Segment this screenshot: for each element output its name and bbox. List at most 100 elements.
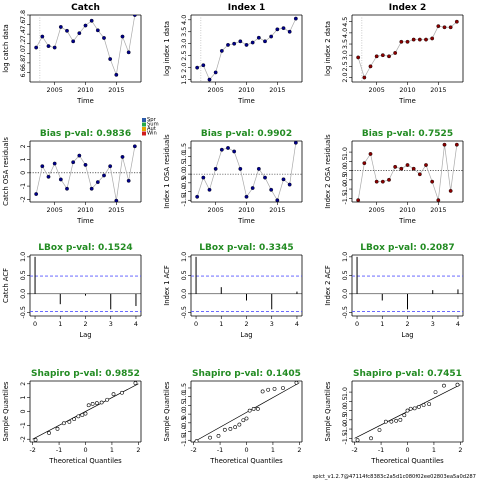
catch-data-xtick-label: 2015 <box>108 86 124 94</box>
catch-osa-legend-swatch <box>142 127 146 131</box>
index2-data-point <box>356 55 361 60</box>
index2-qq-xtick-label: -2 <box>351 446 357 454</box>
index1-data-point <box>281 26 286 31</box>
index2-data-panel: Index 2 2005 2010 2015 2.02.53.03.54.04.5 Tim… <box>324 3 464 105</box>
catch-osa-legend-label: Spr <box>147 117 157 123</box>
index1-data-ytick-label: 3.0 <box>180 39 188 49</box>
catch-data-point <box>34 45 39 50</box>
index2-data-point <box>393 51 398 55</box>
index2-osa-point <box>424 163 428 167</box>
catch-osa-point <box>95 180 100 185</box>
index2-acf-xlabel: Lag <box>401 331 413 339</box>
catch-qq-xlabel: Theoretical Quantiles <box>48 457 122 465</box>
catch-qq-point <box>55 426 60 431</box>
index1-osa-point <box>250 186 255 190</box>
index1-data-xtick-label: 2010 <box>238 86 254 94</box>
catch-qq-point <box>99 400 104 405</box>
index2-osa-point <box>417 172 422 177</box>
index1-qq-point <box>247 408 252 413</box>
index1-osa-point <box>213 166 218 171</box>
catch-data-point <box>132 15 137 17</box>
catch-acf-ytick-label: 0.5 <box>19 270 27 280</box>
catch-qq-point <box>76 414 81 419</box>
index1-osa-point <box>207 187 212 192</box>
index2-data-point <box>448 25 453 30</box>
index2-osa-point <box>368 152 373 156</box>
index2-qq-point <box>405 408 410 413</box>
index2-osa-ytick-label: -1.5 <box>341 192 349 204</box>
index2-qq-panel: Shapiro p-val: 0.7451 -2 -1 0 1 2 -1.5-1.0-0.5… <box>324 369 464 465</box>
index2-data-point <box>417 37 422 42</box>
catch-qq-ytick-label: 1 <box>19 396 27 400</box>
index1-qq-ytick-label: -0.5 <box>180 417 188 429</box>
catch-data-point <box>108 57 113 61</box>
index1-data-point <box>269 34 274 39</box>
index1-qq-xlabel: Theoretical Quantiles <box>209 457 283 465</box>
catch-acf-xtick-label: 2 <box>83 320 87 328</box>
catch-data-ytick-label: 7.4 <box>19 29 27 39</box>
index1-data-point <box>263 39 267 44</box>
index2-osa-xlabel: Time <box>398 217 416 225</box>
catch-osa-point <box>58 177 63 182</box>
index2-osa-point <box>393 164 398 169</box>
index1-osa-panel: Bias p-val: 0.9902 2005 2010 2015 -1.5-1.0-0… <box>163 129 303 225</box>
index2-qq-xlabel: Theoretical Quantiles <box>370 457 444 465</box>
index2-qq-point <box>408 406 413 411</box>
catch-osa-point <box>65 186 69 191</box>
index2-osa-point <box>356 198 361 202</box>
index1-acf-title: LBox p-val: 0.3345 <box>199 243 293 253</box>
index2-qq-point <box>455 382 460 387</box>
catch-data-point <box>120 34 125 39</box>
catch-acf-ytick-label: -0.5 <box>19 306 27 318</box>
index1-osa-plot-area <box>191 141 302 202</box>
index1-qq-point <box>233 425 238 430</box>
catch-qq-xtick-label: -2 <box>29 446 35 454</box>
catch-osa-title: Bias p-val: 0.9836 <box>40 129 131 139</box>
catch-acf-xtick-label: 3 <box>109 320 113 328</box>
index1-acf-plot-area <box>191 256 302 313</box>
catch-osa-ytick-label: -2 <box>19 196 27 202</box>
index2-osa-xtick-label: 2010 <box>399 206 415 214</box>
index1-qq-point <box>208 435 212 440</box>
index1-osa-point <box>195 194 200 199</box>
index1-data-point <box>293 16 298 21</box>
index1-data-ytick-label: 3.5 <box>180 27 188 37</box>
catch-qq-plot-area <box>32 381 139 442</box>
catch-osa-legend-swatch <box>142 118 146 122</box>
catch-osa-point <box>108 164 113 169</box>
index2-osa-ylabel: Index 2 OSA residuals <box>324 134 332 209</box>
index2-data-xlabel: Time <box>398 97 416 105</box>
index2-osa-ytick-label: -1.0 <box>341 183 349 195</box>
catch-osa-point <box>102 173 106 178</box>
index2-qq-xtick-label: 1 <box>432 446 436 454</box>
index1-osa-ytick-label: 0.5 <box>180 160 188 170</box>
index2-osa-panel: Bias p-val: 0.7525 2005 2010 2015 -1.5-1.0-0… <box>324 129 464 225</box>
index2-qq-plot-area <box>354 382 461 442</box>
index2-osa-ytick-label: 0.5 <box>341 156 349 166</box>
index1-osa-point <box>281 177 286 182</box>
index2-osa-point <box>436 198 441 202</box>
index2-data-xtick-label: 2005 <box>369 86 385 94</box>
index1-acf-xtick-label: 0 <box>194 320 198 328</box>
index1-acf-ytick-label: -0.5 <box>180 306 188 318</box>
index2-data-point <box>411 37 416 42</box>
index2-data-point <box>430 36 435 41</box>
index1-qq-point <box>222 427 227 432</box>
index1-osa-point <box>256 166 261 171</box>
index2-data-point <box>454 19 459 24</box>
index2-osa-ytick-label: 0.0 <box>341 165 349 175</box>
index2-acf-xtick-label: 4 <box>456 320 460 328</box>
index1-qq-qq-line <box>193 382 300 442</box>
index1-data-xlabel: Time <box>237 97 255 105</box>
index1-osa-ytick-label: 1.5 <box>180 143 188 153</box>
catch-osa-point <box>77 153 82 158</box>
index2-osa-point <box>454 142 459 147</box>
catch-data-point <box>102 36 106 40</box>
index1-qq-ytick-label: -1.5 <box>180 434 188 446</box>
index2-acf-ytick-label: 0.5 <box>341 270 349 280</box>
catch-osa-legend-label: Sum <box>147 122 159 128</box>
index1-qq-point <box>294 381 299 385</box>
